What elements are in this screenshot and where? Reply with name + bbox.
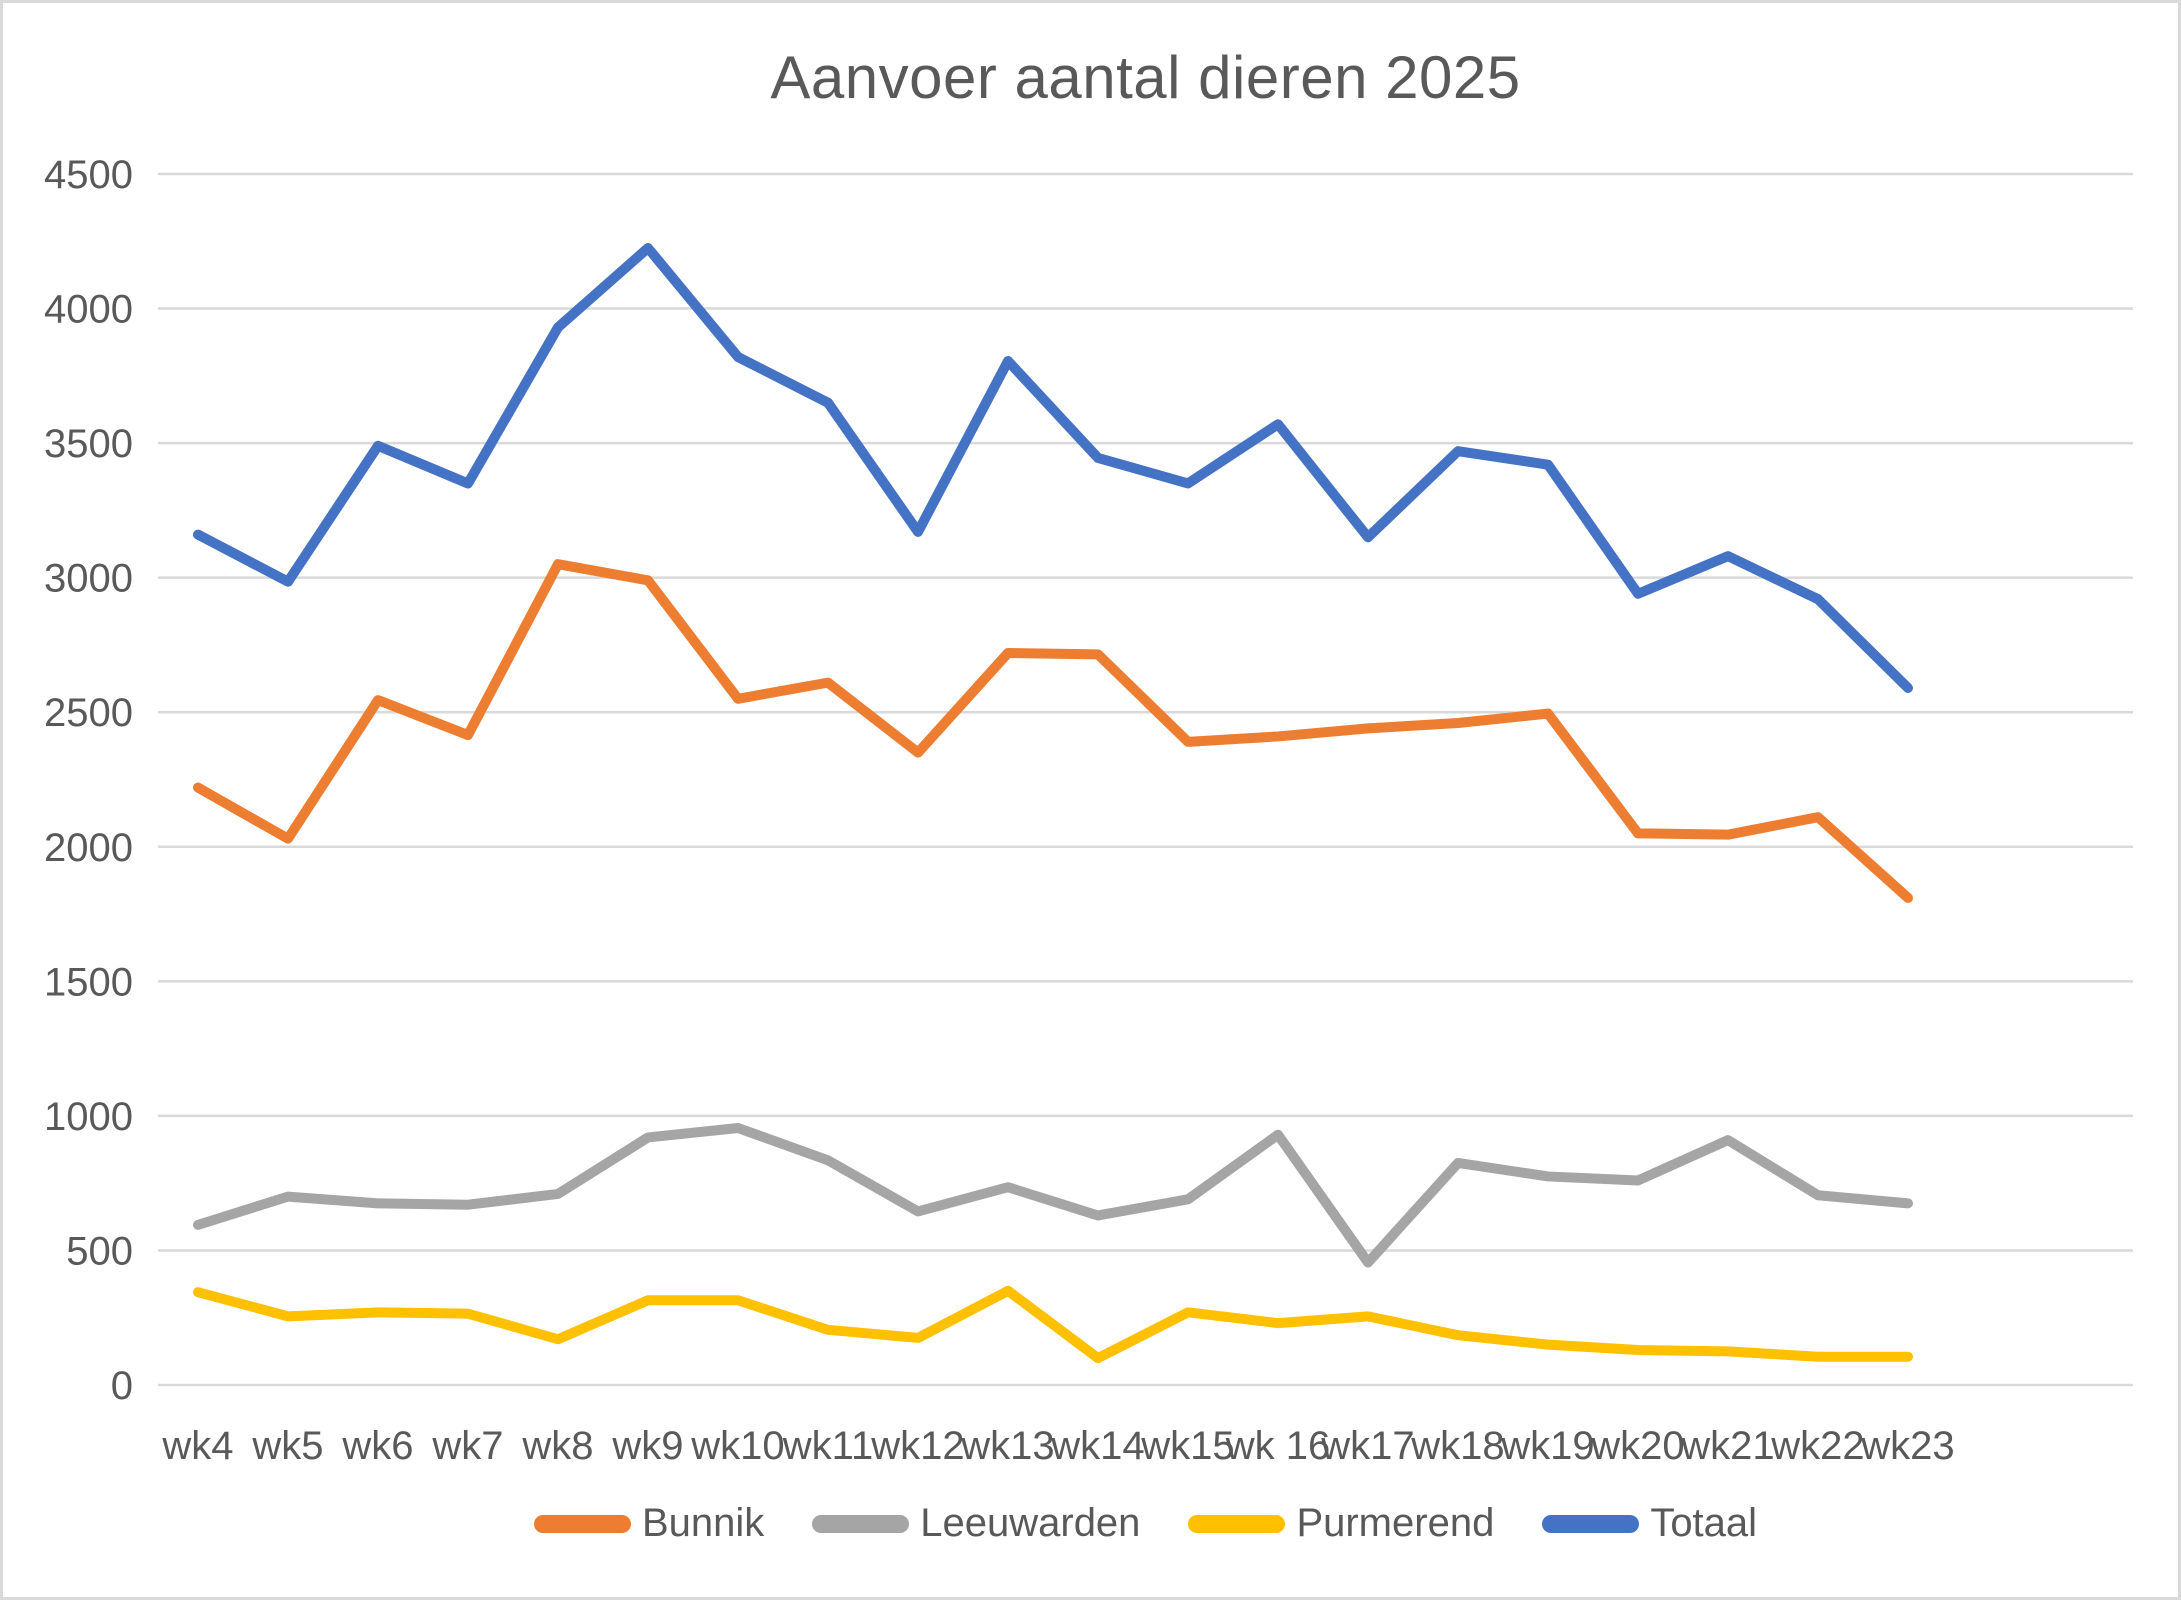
y-tick-label: 4500 xyxy=(44,153,133,197)
x-tick-label: wk20 xyxy=(1590,1424,1684,1468)
x-tick-label: wk6 xyxy=(341,1424,413,1468)
legend-item-bunnik[interactable]: Bunnik xyxy=(533,1501,765,1546)
y-tick-label: 3500 xyxy=(44,422,133,466)
x-tick-label: wk13 xyxy=(960,1424,1054,1468)
x-tick-label: wk15 xyxy=(1140,1424,1234,1468)
legend-label: Purmerend xyxy=(1296,1501,1495,1545)
x-tick-label: wk17 xyxy=(1320,1424,1414,1468)
legend-label: Bunnik xyxy=(641,1501,765,1545)
y-tick-label: 4000 xyxy=(44,288,133,332)
x-tick-label: wk11 xyxy=(782,1424,873,1468)
x-tick-label: wk21 xyxy=(1680,1424,1774,1468)
x-axis-tick-labels: wk4 wk5 wk6 wk7 wk8 wk9 wk10wk11wk12wk13wk14wk… xyxy=(161,1424,1954,1468)
x-tick-label: wk5 xyxy=(251,1424,323,1468)
series-line-totaal[interactable] xyxy=(193,243,1913,694)
x-tick-label: wk19 xyxy=(1500,1424,1594,1468)
x-tick-label: wk 16 xyxy=(1225,1424,1331,1468)
y-tick-label: 1500 xyxy=(44,960,133,1004)
x-tick-label: wk9 xyxy=(611,1424,683,1468)
x-tick-label: wk23 xyxy=(1860,1424,1954,1468)
y-tick-label: 0 xyxy=(111,1364,133,1408)
series-line-bunnik[interactable] xyxy=(193,559,1913,903)
line-chart-plot-area: 0 500 1000 1500 2000 2500 3000 3500 4000 4500 wk4 w… xyxy=(44,153,2133,1468)
x-tick-label: wk10 xyxy=(690,1424,784,1468)
x-tick-label: wk4 xyxy=(161,1424,233,1468)
y-tick-label: 2500 xyxy=(44,691,133,735)
legend-item-purmerend[interactable]: Purmerend xyxy=(1188,1501,1494,1546)
x-tick-label: wk22 xyxy=(1770,1424,1864,1468)
legend-label: Leeuwarden xyxy=(920,1501,1141,1545)
totaal-line-swatch-icon xyxy=(1542,1514,1640,1533)
x-tick-label: wk14 xyxy=(1050,1424,1144,1468)
legend-item-totaal[interactable]: Totaal xyxy=(1542,1501,1757,1546)
series-line-purmerend[interactable] xyxy=(193,1285,1913,1364)
x-tick-label: wk8 xyxy=(521,1424,593,1468)
chart-legend: Bunnik Leeuwarden Purmerend Totaal xyxy=(158,1501,2133,1546)
series-group xyxy=(193,243,1913,1364)
leeuwarden-line-swatch-icon xyxy=(812,1514,910,1533)
y-tick-label: 2000 xyxy=(44,826,133,870)
y-tick-label: 3000 xyxy=(44,557,133,601)
y-tick-label: 1000 xyxy=(44,1095,133,1139)
legend-item-leeuwarden[interactable]: Leeuwarden xyxy=(812,1501,1140,1546)
bunnik-line-swatch-icon xyxy=(533,1514,631,1533)
y-axis-tick-labels: 0 500 1000 1500 2000 2500 3000 3500 4000 4500 xyxy=(44,153,133,1408)
series-line-leeuwarden[interactable] xyxy=(193,1122,1913,1268)
purmerend-line-swatch-icon xyxy=(1188,1514,1286,1533)
chart-title: Aanvoer aantal dieren 2025 xyxy=(770,44,1521,111)
x-tick-label: wk12 xyxy=(870,1424,964,1468)
x-tick-label: wk18 xyxy=(1410,1424,1504,1468)
x-tick-label: wk7 xyxy=(431,1424,503,1468)
y-tick-label: 500 xyxy=(66,1229,133,1273)
legend-label: Totaal xyxy=(1650,1501,1758,1545)
